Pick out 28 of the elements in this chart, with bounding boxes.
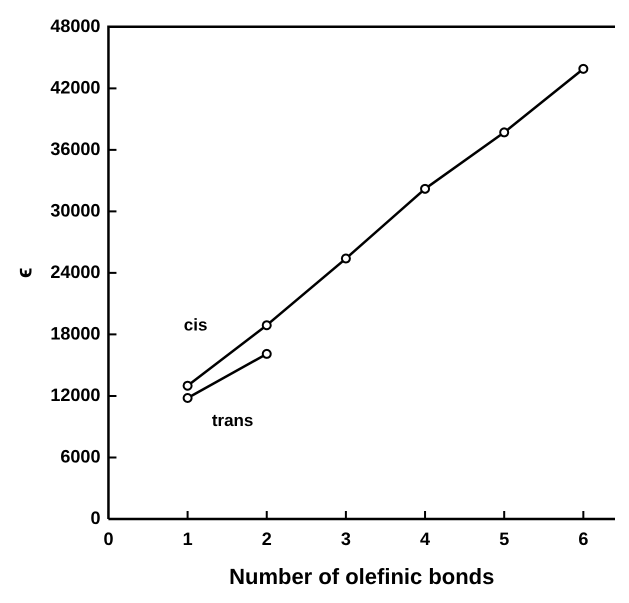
y-tick-label: 30000 <box>50 200 100 220</box>
point <box>262 320 272 330</box>
y-tick-label: 6000 <box>60 446 100 466</box>
point <box>420 184 430 194</box>
point <box>578 64 588 74</box>
x-tick-label: 1 <box>182 528 193 549</box>
y-tick-label: 0 <box>90 508 100 528</box>
x-tick-label: 6 <box>578 528 588 549</box>
y-tick-label: 48000 <box>50 16 100 36</box>
x-tick-label: 2 <box>262 528 272 549</box>
x-tick-label: 4 <box>420 528 430 549</box>
y-axis-title: ϵ <box>11 268 36 278</box>
point <box>340 254 351 264</box>
series-label: trans <box>212 411 254 430</box>
point <box>182 393 193 403</box>
series-label: cis <box>184 316 208 335</box>
x-tick-label: 0 <box>103 528 114 549</box>
y-tick-label: 12000 <box>50 384 100 405</box>
y-tick-label: 42000 <box>50 77 100 98</box>
y-tick-label: 18000 <box>50 323 100 344</box>
x-tick-label: 5 <box>499 528 510 549</box>
point <box>182 380 193 391</box>
point <box>499 127 510 138</box>
point <box>262 348 272 359</box>
x-axis-title: Number of olefinic bonds <box>229 564 494 589</box>
y-tick-label: 36000 <box>50 138 100 159</box>
x-tick-label: 3 <box>340 528 351 549</box>
y-tick-label: 24000 <box>50 262 100 282</box>
